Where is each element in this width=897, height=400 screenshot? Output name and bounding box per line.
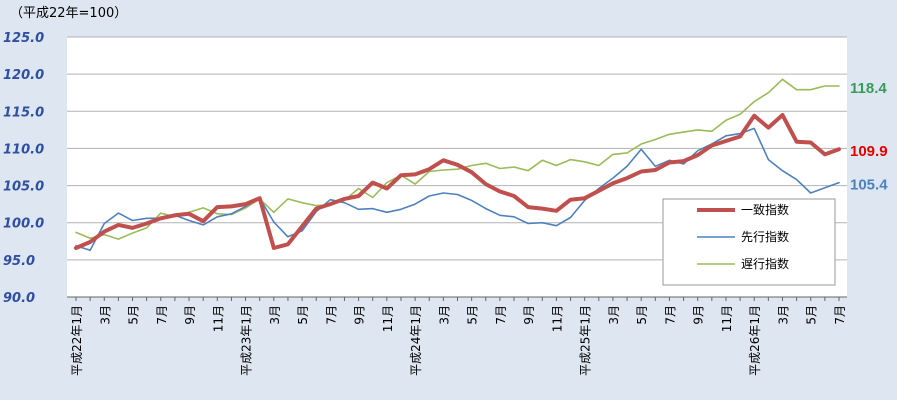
legend-box bbox=[662, 198, 836, 286]
x-tick-label: 3月 bbox=[98, 305, 112, 325]
series-line-0 bbox=[74, 113, 841, 250]
x-tick-label: 9月 bbox=[183, 305, 197, 325]
end-label-1: 105.4 bbox=[850, 177, 888, 194]
x-tick-label: 3月 bbox=[437, 305, 451, 325]
y-tick-label: 90.0 bbox=[3, 291, 35, 306]
x-tick-label: 3月 bbox=[268, 305, 282, 325]
x-tick-label: 11月 bbox=[720, 305, 734, 332]
y-tick-label: 115.0 bbox=[3, 105, 44, 120]
x-tick-label: 5月 bbox=[805, 305, 819, 325]
x-tick-label: 平成23年1月 bbox=[240, 305, 254, 376]
x-tick-label: 5月 bbox=[635, 305, 649, 325]
x-tick-label: 7月 bbox=[324, 305, 338, 325]
x-tick-label: 5月 bbox=[296, 305, 310, 325]
x-tick-label: 5月 bbox=[127, 305, 141, 325]
x-tick-label: 3月 bbox=[776, 305, 790, 325]
x-axis-ticks: 平成22年1月 3月 5月 7月 9月 11月 平成23年1月 3月 5月 7月 9月 11月 平成24… bbox=[70, 305, 847, 376]
x-tick-label: 平成26年1月 bbox=[748, 305, 762, 376]
end-label-0: 109.9 bbox=[850, 143, 888, 160]
x-axis bbox=[67, 296, 847, 301]
legend-label-0: 一致指数 bbox=[741, 202, 789, 217]
y-axis-ticks: 90.0 95.0 100.0 105.0 110.0 115.0 120.0 125.0 bbox=[3, 31, 44, 306]
x-tick-label: 11月 bbox=[381, 305, 395, 332]
end-label-2: 118.4 bbox=[850, 80, 887, 97]
series-lines bbox=[74, 78, 841, 251]
y-tick-label: 95.0 bbox=[3, 254, 35, 269]
x-tick-label: 3月 bbox=[607, 305, 621, 325]
x-tick-label: 平成22年1月 bbox=[70, 305, 84, 376]
x-tick-label: 平成24年1月 bbox=[409, 305, 423, 376]
x-tick-label: 9月 bbox=[692, 305, 706, 325]
y-tick-label: 105.0 bbox=[3, 180, 44, 195]
unit-note: （平成22年=100） bbox=[10, 6, 127, 21]
legend-label-1: 先行指数 bbox=[741, 229, 789, 244]
y-tick-label: 110.0 bbox=[3, 142, 44, 157]
end-labels: 109.9 105.4 118.4 bbox=[850, 80, 888, 194]
x-tick-label: 11月 bbox=[211, 305, 225, 332]
legend-label-2: 遅行指数 bbox=[741, 256, 789, 271]
x-tick-label: 7月 bbox=[494, 305, 508, 325]
x-tick-label: 7月 bbox=[833, 305, 847, 325]
y-tick-label: 100.0 bbox=[3, 217, 44, 232]
x-tick-label: 平成25年1月 bbox=[579, 305, 593, 376]
x-tick-label: 7月 bbox=[663, 305, 677, 325]
y-tick-label: 120.0 bbox=[3, 68, 44, 83]
x-tick-label: 9月 bbox=[353, 305, 367, 325]
x-tick-label: 9月 bbox=[522, 305, 536, 325]
series-line-2 bbox=[75, 78, 840, 240]
x-tick-label: 7月 bbox=[155, 305, 169, 325]
x-tick-label: 5月 bbox=[466, 305, 480, 325]
y-tick-label: 125.0 bbox=[3, 31, 44, 46]
x-tick-label: 11月 bbox=[550, 305, 564, 332]
